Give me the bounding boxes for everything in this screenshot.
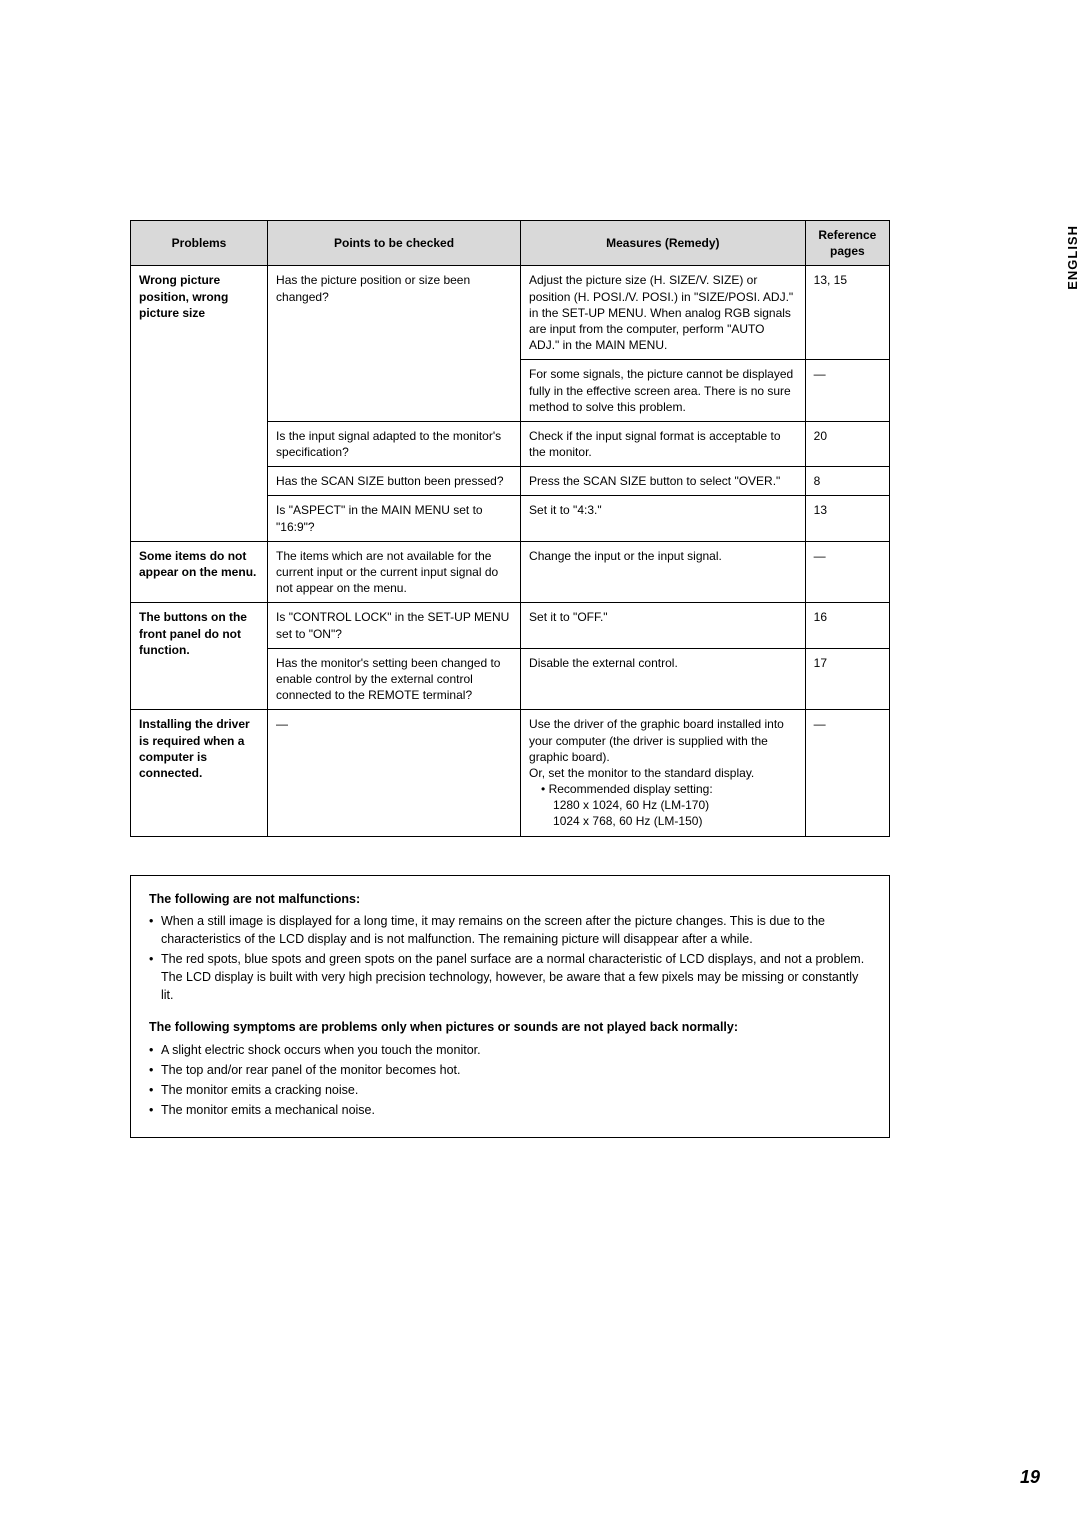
notes-heading: The following symptoms are problems only… [149, 1018, 871, 1036]
measures-cell: Disable the external control. [521, 648, 806, 710]
notes-box: The following are not malfunctions: When… [130, 875, 890, 1138]
reference-cell: 8 [805, 467, 889, 496]
troubleshooting-table: Problems Points to be checked Measures (… [130, 220, 890, 837]
problem-cell: Installing the driver is required when a… [131, 710, 268, 836]
measures-line: Use the driver of the graphic board inst… [529, 717, 784, 763]
measures-line: 1280 x 1024, 60 Hz (LM-170) [529, 797, 797, 813]
header-problems: Problems [131, 221, 268, 266]
table-row: Wrong picture position, wrong picture si… [131, 266, 890, 360]
note-item: The monitor emits a cracking noise. [149, 1081, 871, 1099]
measures-line: • Recommended display setting: [529, 781, 797, 797]
measures-cell: For some signals, the picture cannot be … [521, 360, 806, 422]
notes-heading: The following are not malfunctions: [149, 890, 871, 908]
note-item: The top and/or rear panel of the monitor… [149, 1061, 871, 1079]
page-number: 19 [1020, 1467, 1040, 1488]
table-row: Installing the driver is required when a… [131, 710, 890, 836]
measures-cell: Set it to "OFF." [521, 603, 806, 648]
reference-cell: 20 [805, 421, 889, 466]
problem-cell: Wrong picture position, wrong picture si… [131, 266, 268, 541]
table-header-row: Problems Points to be checked Measures (… [131, 221, 890, 266]
measures-cell: Press the SCAN SIZE button to select "OV… [521, 467, 806, 496]
note-item: The red spots, blue spots and green spot… [149, 950, 871, 1004]
points-cell: Is "ASPECT" in the MAIN MENU set to "16:… [268, 496, 521, 541]
problem-cell: The buttons on the front panel do not fu… [131, 603, 268, 710]
reference-cell: 13, 15 [805, 266, 889, 360]
points-cell: — [268, 710, 521, 836]
measures-cell: Change the input or the input signal. [521, 541, 806, 603]
points-cell: Has the monitor's setting been changed t… [268, 648, 521, 710]
reference-cell: — [805, 710, 889, 836]
measures-cell: Set it to "4:3." [521, 496, 806, 541]
points-cell: Is the input signal adapted to the monit… [268, 421, 521, 466]
measures-cell: Adjust the picture size (H. SIZE/V. SIZE… [521, 266, 806, 360]
points-cell: The items which are not available for th… [268, 541, 521, 603]
header-measures: Measures (Remedy) [521, 221, 806, 266]
note-item: The monitor emits a mechanical noise. [149, 1101, 871, 1119]
notes-list: A slight electric shock occurs when you … [149, 1041, 871, 1120]
table-row: Some items do not appear on the menu. Th… [131, 541, 890, 603]
header-reference: Reference pages [805, 221, 889, 266]
page-content: Problems Points to be checked Measures (… [130, 220, 890, 1138]
measures-line: 1024 x 768, 60 Hz (LM-150) [529, 813, 797, 829]
measures-cell: Check if the input signal format is acce… [521, 421, 806, 466]
problem-cell: Some items do not appear on the menu. [131, 541, 268, 603]
measures-line: Or, set the monitor to the standard disp… [529, 766, 754, 780]
points-cell: Has the SCAN SIZE button been pressed? [268, 467, 521, 496]
header-points: Points to be checked [268, 221, 521, 266]
note-item: A slight electric shock occurs when you … [149, 1041, 871, 1059]
points-cell: Is "CONTROL LOCK" in the SET-UP MENU set… [268, 603, 521, 648]
reference-cell: — [805, 541, 889, 603]
table-row: The buttons on the front panel do not fu… [131, 603, 890, 648]
reference-cell: — [805, 360, 889, 422]
reference-cell: 16 [805, 603, 889, 648]
reference-cell: 17 [805, 648, 889, 710]
measures-cell: Use the driver of the graphic board inst… [521, 710, 806, 836]
points-cell: Has the picture position or size been ch… [268, 266, 521, 422]
reference-cell: 13 [805, 496, 889, 541]
note-item: When a still image is displayed for a lo… [149, 912, 871, 948]
language-label: ENGLISH [1065, 225, 1080, 290]
notes-list: When a still image is displayed for a lo… [149, 912, 871, 1005]
